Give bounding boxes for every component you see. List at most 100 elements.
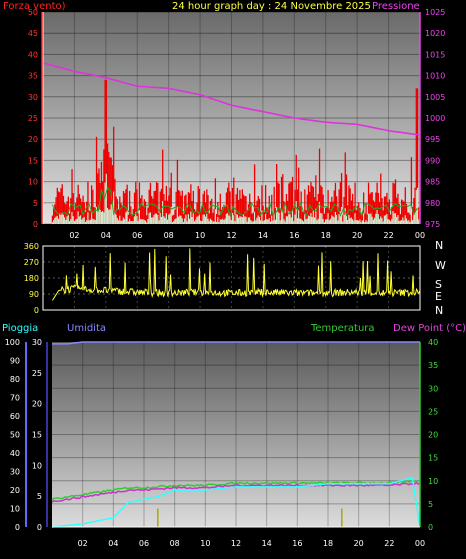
rain-tick-label: 0 xyxy=(37,523,42,532)
pressure-tick-label: 1020 xyxy=(425,29,445,38)
pressure-tick-label: 1005 xyxy=(425,93,445,102)
x-tick-label: 18 xyxy=(323,539,333,548)
humidity-tick-label: 10 xyxy=(10,505,20,514)
direction-tick-label: 180 xyxy=(24,274,39,283)
pressure-tick-label: 980 xyxy=(425,199,440,208)
humidity-tick-label: 90 xyxy=(10,357,20,366)
pressure-tick-label: 1015 xyxy=(425,50,445,59)
x-tick-label: 10 xyxy=(195,231,205,240)
pressure-tick-label: 995 xyxy=(425,135,440,144)
humidity-axis-title: Umidita xyxy=(67,323,106,334)
wind-pressure-series xyxy=(42,62,421,224)
temperature-tick-label: 40 xyxy=(428,338,438,347)
direction-series xyxy=(51,248,421,301)
rain-tick-label: 25 xyxy=(32,369,42,378)
pressure-tick-label: 975 xyxy=(425,220,440,229)
direction-tick-label: 0 xyxy=(34,306,39,315)
wind-axis-title: Forza vento) xyxy=(3,1,66,12)
wind-tick-label: 0 xyxy=(33,220,38,229)
chart-title: 24 hour graph day : 24 Novembre 2025 xyxy=(172,1,371,12)
x-tick-label: 06 xyxy=(132,231,142,240)
wind-direction-line xyxy=(51,248,421,301)
wind-tick-label: 15 xyxy=(28,156,38,165)
temperature-axis-title: Temperatura xyxy=(310,323,375,334)
direction-tick-label: 360 xyxy=(24,242,39,251)
rain-tick-label: 5 xyxy=(37,492,42,501)
rain-tick-label: 20 xyxy=(32,400,42,409)
pressure-tick-label: 1010 xyxy=(425,72,445,81)
humidity-tick-label: 80 xyxy=(10,375,20,384)
temperature-tick-label: 25 xyxy=(428,407,438,416)
wind-tick-label: 35 xyxy=(28,72,38,81)
x-tick-label: 02 xyxy=(69,231,79,240)
direction-tick-label: 270 xyxy=(24,258,39,267)
temperature-tick-label: 30 xyxy=(428,384,438,393)
x-tick-label: 06 xyxy=(139,539,149,548)
wind-pressure-axes: 0510152025303540455097598098599099510001… xyxy=(28,8,446,240)
x-tick-label: 04 xyxy=(101,231,111,240)
humidity-tick-label: 30 xyxy=(10,468,20,477)
compass-south: S xyxy=(435,278,442,291)
pressure-axis-title: Pressione xyxy=(372,1,420,12)
x-tick-label: 08 xyxy=(170,539,180,548)
x-tick-label: 08 xyxy=(164,231,174,240)
compass-labels: N W S E N xyxy=(435,239,446,317)
humidity-line xyxy=(52,341,420,345)
x-tick-label: 00 xyxy=(415,231,425,240)
rain-axis-title: Pioggia xyxy=(2,323,38,334)
wind-tick-label: 30 xyxy=(28,93,38,102)
humidity-tick-label: 60 xyxy=(10,412,20,421)
direction-axes: 0 90 180 270 360 xyxy=(24,242,421,315)
temperature-tick-label: 0 xyxy=(428,523,433,532)
x-tick-label: 10 xyxy=(200,539,210,548)
wind-tick-label: 50 xyxy=(28,8,38,17)
temp-humidity-plot-area xyxy=(52,342,420,527)
temperature-tick-label: 15 xyxy=(428,454,438,463)
pressure-tick-label: 1000 xyxy=(425,114,445,123)
x-tick-label: 20 xyxy=(352,231,362,240)
wind-tick-label: 45 xyxy=(28,29,38,38)
compass-north-top: N xyxy=(435,239,443,252)
temp-humidity-series xyxy=(51,341,421,528)
dewpoint-axis-title: Dew Point (°C) xyxy=(393,323,466,334)
pressure-tick-label: 985 xyxy=(425,178,440,187)
x-tick-label: 22 xyxy=(384,539,394,548)
dewpoint-line xyxy=(51,481,421,503)
pressure-tick-label: 990 xyxy=(425,156,440,165)
humidity-tick-label: 70 xyxy=(10,394,20,403)
compass-east: E xyxy=(435,290,442,303)
temperature-tick-label: 20 xyxy=(428,431,438,440)
x-tick-label: 02 xyxy=(78,539,88,548)
pressure-line xyxy=(42,62,421,136)
temp-humidity-axes: 0510152025303540010203040506070809010005… xyxy=(5,338,438,548)
x-tick-label: 14 xyxy=(258,231,268,240)
direction-plot-area xyxy=(43,246,420,310)
humidity-tick-label: 100 xyxy=(5,338,20,347)
rain-line xyxy=(51,476,421,528)
temperature-tick-label: 35 xyxy=(428,361,438,370)
x-tick-label: 18 xyxy=(321,231,331,240)
rain-tick-label: 30 xyxy=(32,338,42,347)
wind-tick-label: 10 xyxy=(28,178,38,187)
wind-tick-label: 20 xyxy=(28,135,38,144)
compass-north-bottom: N xyxy=(435,304,443,317)
rain-tick-label: 15 xyxy=(32,431,42,440)
x-tick-label: 20 xyxy=(354,539,364,548)
rain-tick-label: 10 xyxy=(32,461,42,470)
x-tick-label: 04 xyxy=(108,539,118,548)
wind-tick-label: 5 xyxy=(33,199,38,208)
compass-west: W xyxy=(435,259,446,272)
x-tick-label: 16 xyxy=(292,539,302,548)
humidity-tick-label: 0 xyxy=(15,523,20,532)
x-tick-label: 16 xyxy=(289,231,299,240)
x-tick-label: 12 xyxy=(226,231,236,240)
temperature-line xyxy=(51,479,421,501)
humidity-tick-label: 50 xyxy=(10,431,20,440)
humidity-tick-label: 20 xyxy=(10,486,20,495)
direction-tick-label: 90 xyxy=(29,290,39,299)
temperature-tick-label: 5 xyxy=(428,500,433,509)
x-tick-label: 14 xyxy=(262,539,272,548)
x-tick-label: 22 xyxy=(383,231,393,240)
